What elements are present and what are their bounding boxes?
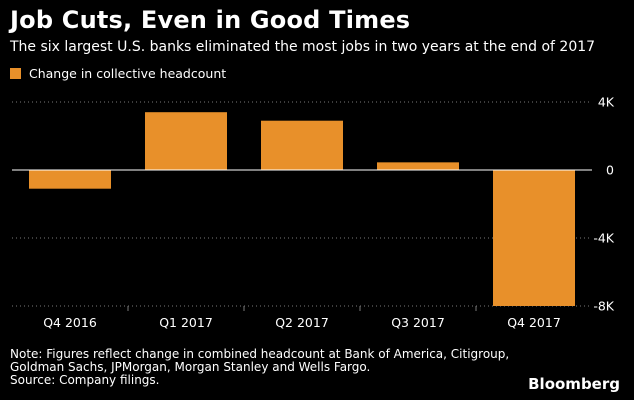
x-tick-label: Q2 2017 [275,315,329,330]
bar [29,170,111,189]
x-tick-label: Q4 2016 [43,315,97,330]
y-tick-label: -4K [593,231,614,246]
y-tick-label: 4K [598,95,615,110]
x-tick-label: Q1 2017 [159,315,213,330]
footnote: Note: Figures reflect change in combined… [10,348,509,387]
bar [493,170,575,306]
bloomberg-logo: Bloomberg [528,375,620,393]
bar [377,162,459,170]
y-tick-label: -8K [593,299,614,314]
legend-label: Change in collective headcount [29,66,227,81]
bar [261,120,343,170]
legend-swatch [10,68,21,79]
note-line-2: Goldman Sachs, JPMorgan, Morgan Stanley … [10,360,371,374]
chart-subtitle: The six largest U.S. banks eliminated th… [10,39,596,55]
legend: Change in collective headcount [10,66,226,81]
chart-title: Job Cuts, Even in Good Times [10,6,411,34]
source-line: Source: Company filings. [10,373,160,387]
y-tick-label: 0 [606,163,614,178]
x-tick-label: Q4 2017 [507,315,561,330]
bar [145,112,227,170]
note-line-1: Note: Figures reflect change in combined… [10,347,510,361]
x-tick-label: Q3 2017 [391,315,445,330]
